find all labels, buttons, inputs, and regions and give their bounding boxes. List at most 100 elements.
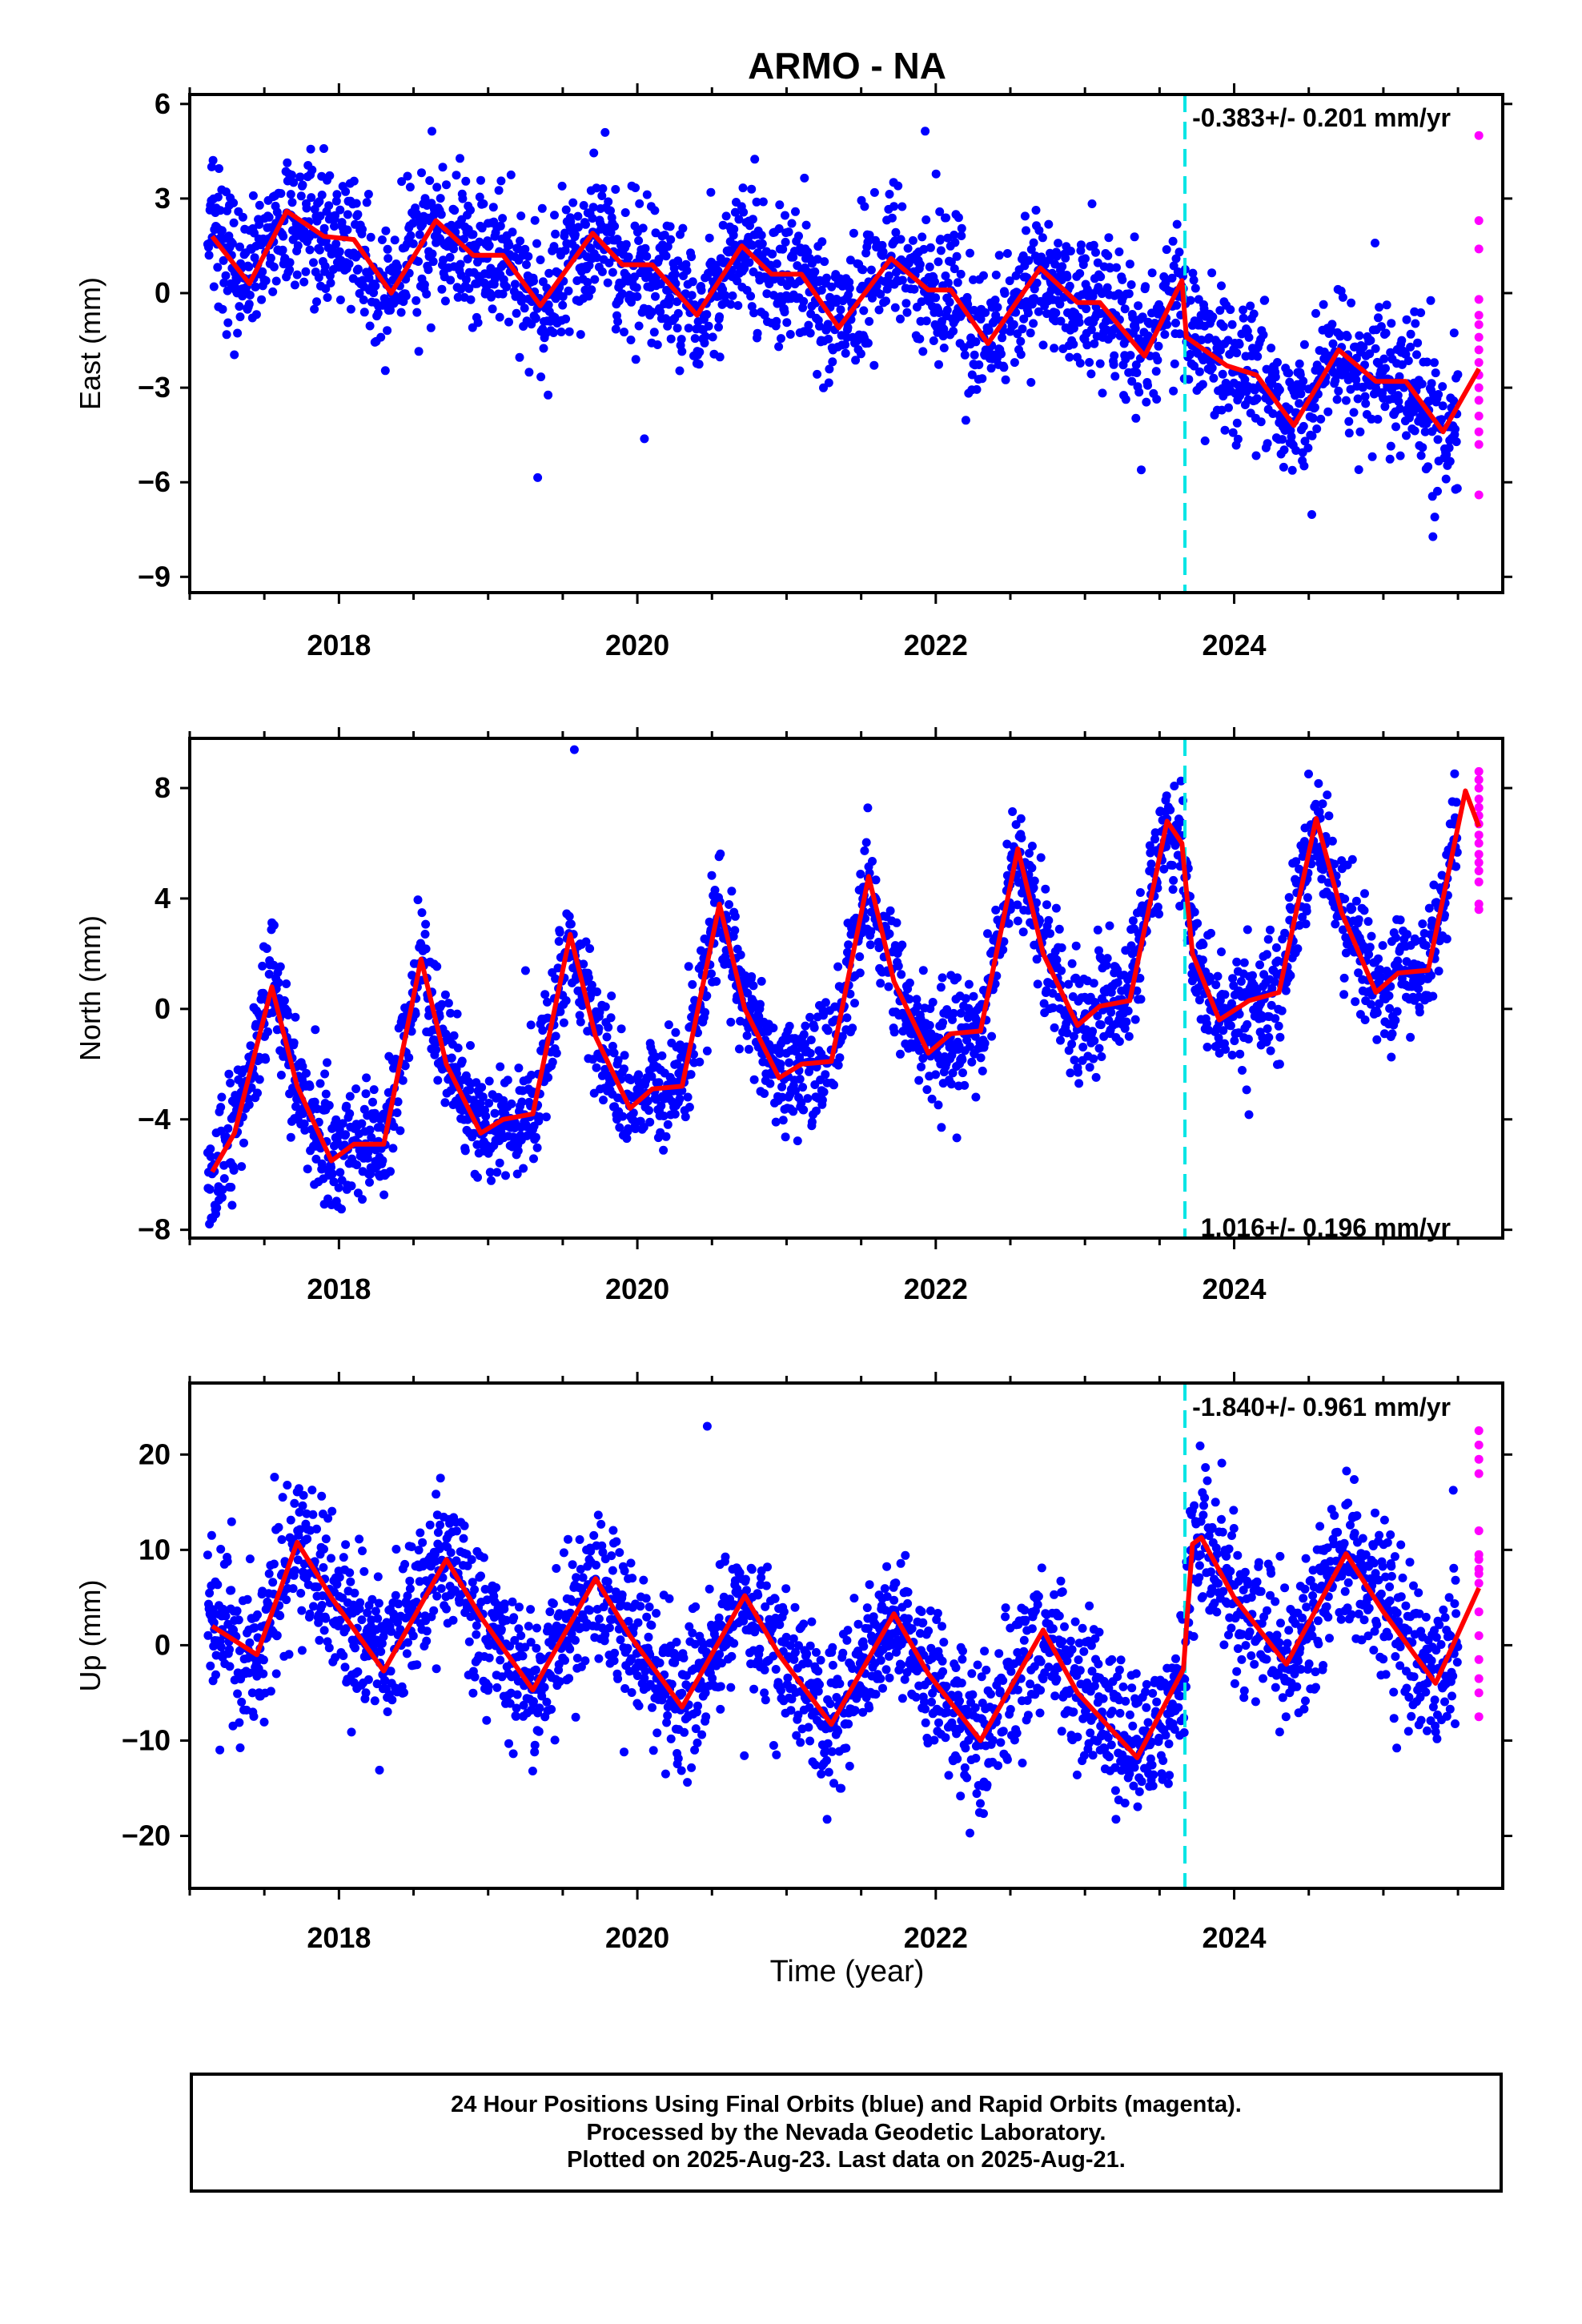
final-orbit-point [1449,328,1459,338]
final-orbit-point [624,252,633,262]
final-orbit-point [889,1027,899,1037]
final-orbit-point [496,176,506,186]
final-orbit-point [363,190,373,199]
final-orbit-point [1366,999,1375,1009]
final-orbit-point [1406,329,1415,339]
final-orbit-point [299,277,309,287]
rapid-orbit-point [1474,295,1484,304]
final-orbit-point [496,221,505,231]
final-orbit-point [279,231,288,241]
final-orbit-point [746,292,756,301]
final-orbit-point [499,1096,508,1105]
y-tick-label: 6 [155,87,171,120]
final-orbit-point [244,1100,254,1109]
final-orbit-point [981,308,990,317]
final-orbit-point [414,347,424,356]
final-orbit-point [1066,247,1075,255]
final-orbit-point [785,1021,794,1031]
final-orbit-point [219,1174,229,1184]
final-orbit-point [303,1164,312,1174]
final-orbit-point [925,1020,934,1030]
final-orbit-point [1271,1014,1280,1023]
final-orbit-point [585,944,595,953]
final-orbit-point [516,236,525,246]
final-orbit-point [841,348,850,358]
final-orbit-point [1226,305,1235,315]
final-orbit-point [730,911,740,921]
final-orbit-point [1023,308,1033,318]
final-orbit-point [579,201,588,210]
final-orbit-point [1271,372,1280,382]
final-orbit-point [1416,308,1426,317]
final-orbit-point [529,276,538,286]
model-fit-curve [210,788,1482,1173]
final-orbit-point [726,300,736,309]
final-orbit-point [287,198,297,207]
final-orbit-point [1295,359,1304,368]
final-orbit-point [1331,919,1340,929]
final-orbit-point [432,962,442,971]
final-orbit-point [993,303,1002,312]
final-orbit-point [1252,394,1262,404]
final-orbit-point [760,1089,769,1098]
final-orbit-point [868,293,877,303]
final-orbit-point [631,183,640,192]
final-orbit-point [389,1063,398,1073]
final-orbit-point [775,200,785,210]
final-orbit-point [1065,281,1074,291]
final-orbit-point [615,1123,624,1132]
final-orbit-point [1039,999,1049,1008]
final-orbit-point [246,1041,255,1051]
final-orbit-point [1118,275,1127,284]
final-orbit-point [599,1096,608,1105]
final-orbit-point [438,163,448,172]
final-orbit-point [878,247,888,256]
final-orbit-point [1367,931,1376,941]
final-orbit-point [1417,380,1427,388]
final-orbit-point [1386,441,1395,451]
final-orbit-point [556,1007,565,1016]
final-orbit-point [990,296,1000,305]
final-orbit-point [890,303,900,312]
final-orbit-point [778,1116,788,1125]
final-orbit-point [1203,1043,1212,1051]
final-orbit-point [638,223,648,233]
final-orbit-point [1159,864,1169,874]
final-orbit-point [768,249,777,259]
final-orbit-point [1137,465,1146,475]
final-orbit-point [769,1023,778,1033]
final-orbit-point [275,962,285,971]
final-orbit-point [976,315,986,324]
final-orbit-point [1379,354,1389,364]
final-orbit-point [1029,883,1038,893]
final-orbit-point [1323,407,1333,416]
final-orbit-point [1029,319,1038,328]
final-orbit-point [1220,990,1230,999]
final-orbit-point [1381,328,1391,338]
final-orbit-point [634,236,644,245]
final-orbit-point [1112,263,1121,272]
final-orbit-point [857,281,867,291]
final-orbit-point [984,325,994,335]
final-orbit-point [551,974,560,983]
final-orbit-point [301,267,311,276]
final-orbit-point [729,224,739,234]
final-orbit-point [616,1024,626,1034]
final-orbit-point [341,187,351,196]
final-orbit-point [475,192,484,202]
final-orbit-point [513,244,523,254]
final-orbit-point [324,1100,334,1110]
final-orbit-point [1239,305,1248,315]
final-orbit-point [705,233,714,243]
final-orbit-point [1387,319,1396,328]
final-orbit-point [1287,465,1297,475]
final-orbit-point [1011,820,1021,830]
final-orbit-point [958,1055,967,1064]
final-orbit-point [1215,306,1225,316]
final-orbit-point [1452,484,1462,493]
final-orbit-point [1284,893,1294,903]
final-orbit-point [495,312,504,322]
final-orbit-point [1162,245,1171,255]
final-orbit-point [912,995,921,1004]
